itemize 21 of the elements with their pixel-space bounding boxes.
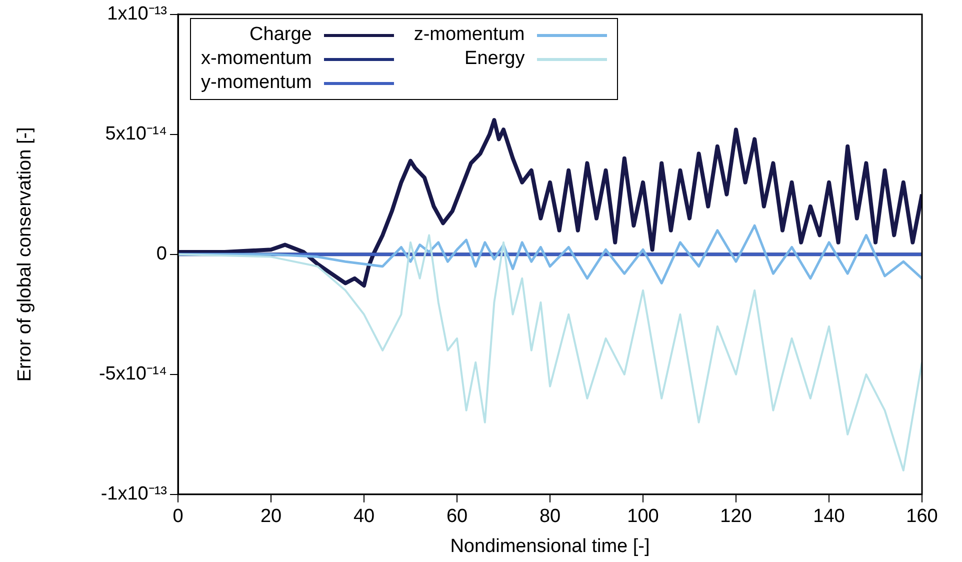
legend-label: z-momentum	[414, 24, 525, 46]
x-tick-label: 100	[627, 506, 659, 528]
x-tick-label: 140	[813, 506, 845, 528]
x-tick-label: 120	[720, 506, 752, 528]
legend-label: Charge	[250, 24, 312, 46]
x-tick-label: 40	[353, 506, 375, 528]
x-tick-label: 160	[906, 506, 938, 528]
y-tick-label: 1x10⁻¹³	[107, 4, 167, 25]
y-tick-label: -1x10⁻¹³	[100, 484, 167, 505]
x-tick-label: 60	[446, 506, 468, 528]
y-axis-title: Error of global conservation [-]	[14, 127, 36, 382]
y-tick-label: 0	[156, 244, 167, 265]
y-tick-label: 5x10⁻¹⁴	[105, 124, 167, 145]
legend-label: y-momentum	[201, 72, 312, 94]
x-tick-label: 20	[260, 506, 282, 528]
x-tick-label: 80	[539, 506, 561, 528]
x-tick-label: 0	[172, 506, 184, 528]
legend-label: x-momentum	[201, 48, 312, 70]
legend-label: Energy	[464, 48, 525, 70]
y-tick-label: -5x10⁻¹⁴	[98, 364, 167, 385]
x-axis-title: Nondimensional time [-]	[450, 536, 650, 557]
